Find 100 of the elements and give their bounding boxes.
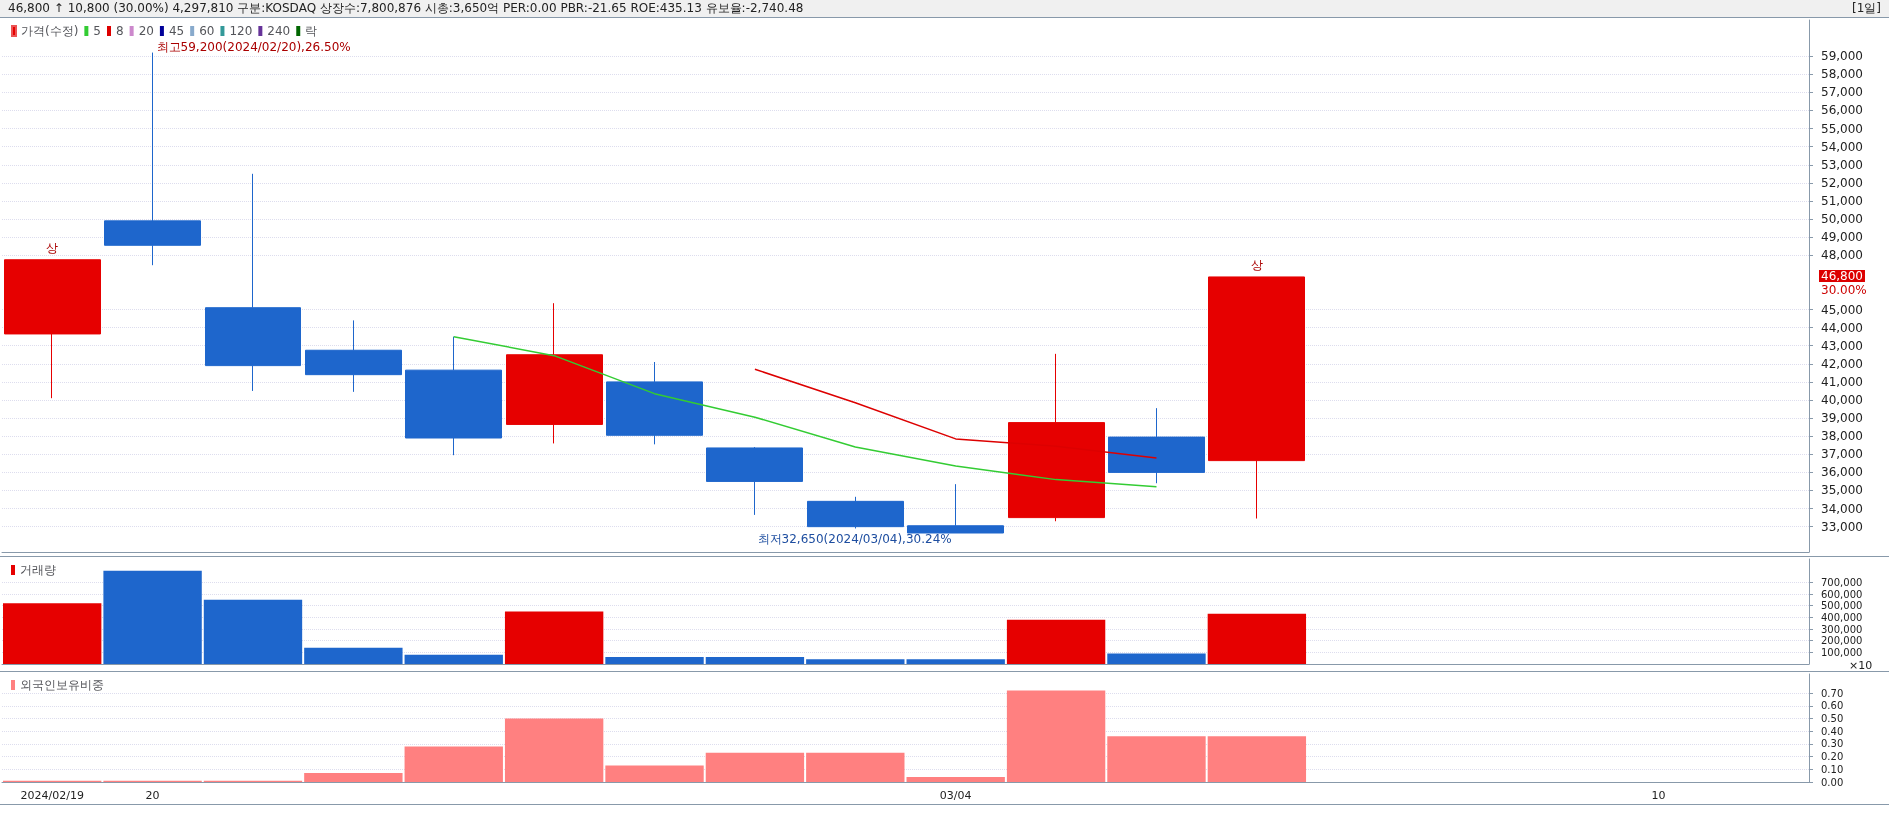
bar	[1107, 653, 1206, 664]
bar	[705, 657, 805, 664]
y-tick-label: 200,000	[1821, 635, 1863, 647]
bar	[906, 659, 1005, 664]
y-tick-label: 52,000	[1821, 175, 1863, 190]
legend-label: 45	[168, 24, 185, 38]
y-tick-label: 55,000	[1821, 121, 1863, 136]
y-tick-label: 54,000	[1821, 139, 1863, 154]
y-tick-label: 49,000	[1821, 230, 1863, 245]
y-tick-label: 34,000	[1821, 501, 1863, 516]
annotation: 최저32,650(2024/03/04),30.24%	[757, 532, 952, 546]
y-tick-label: 0.30	[1821, 738, 1844, 750]
bar	[605, 765, 704, 782]
y-tick-label: 53,000	[1821, 157, 1863, 172]
y-tick-label: 0.00	[1821, 776, 1844, 788]
bar	[504, 611, 604, 664]
y-tick-label: 58,000	[1821, 67, 1863, 82]
x-tick-label: 03/04	[939, 789, 972, 802]
candlestick	[205, 173, 301, 392]
y-tick-label: 57,000	[1821, 85, 1863, 100]
text: 46,800	[1821, 268, 1863, 283]
x-tick-label: 20	[145, 789, 160, 802]
bar	[404, 654, 503, 664]
text: [1일]	[1852, 0, 1881, 17]
y-tick-label: 45,000	[1821, 302, 1863, 317]
candlestick	[807, 496, 904, 529]
y-tick-label: 56,000	[1821, 103, 1863, 118]
candlestick	[4, 259, 101, 399]
y-tick-label: 300,000	[1821, 623, 1863, 635]
y-tick-label: 0.60	[1821, 700, 1844, 712]
candlestick	[1208, 276, 1305, 520]
y-tick-label: 43,000	[1821, 338, 1863, 353]
annotation: 최고59,200(2024/02/20),26.50%	[156, 39, 351, 54]
y-tick-label: 40,000	[1821, 393, 1863, 407]
y-tick-label: 0.20	[1821, 751, 1844, 763]
legend-label: 거래량	[20, 563, 56, 577]
y-tick-label: 0.40	[1821, 725, 1844, 737]
bar	[304, 773, 403, 782]
line-series	[453, 335, 1158, 488]
bar	[1006, 690, 1106, 782]
legend-label: 120	[229, 24, 253, 38]
bar	[504, 718, 604, 782]
candlestick	[606, 361, 703, 445]
y-tick-label: 0.70	[1821, 687, 1844, 699]
candlestick	[104, 52, 201, 266]
bar	[605, 657, 704, 664]
y-tick-label: 41,000	[1821, 374, 1863, 389]
bar	[1006, 619, 1106, 664]
text: 상	[46, 240, 59, 255]
y-axis-title: ×10	[1849, 659, 1873, 672]
candlestick	[305, 319, 402, 393]
y-tick-label: 33,000	[1821, 519, 1863, 534]
y-tick-label: 700,000	[1821, 576, 1863, 588]
y-tick-label: 42,000	[1821, 356, 1863, 371]
y-tick-label: 38,000	[1821, 429, 1863, 444]
y-tick-label: 400,000	[1821, 611, 1863, 623]
bar	[203, 599, 303, 664]
bar	[404, 746, 503, 782]
candlestick	[907, 483, 1004, 534]
y-tick-label: 100,000	[1821, 646, 1863, 658]
legend-label: 60	[199, 24, 215, 38]
y-tick-label: 35,000	[1821, 483, 1863, 498]
y-tick-label: 0.10	[1821, 763, 1844, 775]
legend-label: 8	[116, 24, 124, 38]
chart-title: 46,800 ↑ 10,800 (30.00%) 4,297,810 구분:KOSDAQ 상장수:7,800,876 시총:3,650억 PER:0.00 PBR:-21.65 ROE:435.13 유보율:-2,740.48	[8, 0, 804, 17]
bar	[1207, 613, 1307, 664]
legend-label: 가격(수정)	[21, 24, 79, 38]
legend-label: 20	[138, 24, 154, 38]
bar	[705, 752, 805, 782]
bar	[1207, 736, 1307, 782]
y-tick-label: 36,000	[1821, 465, 1863, 480]
bar	[304, 647, 403, 664]
y-tick-label: 51,000	[1821, 193, 1863, 208]
candlestick	[506, 302, 603, 444]
y-tick-label: 59,000	[1821, 49, 1863, 64]
y-tick-label: 39,000	[1821, 411, 1863, 426]
y-tick-label: 37,000	[1821, 447, 1863, 462]
x-tick-label: 10	[1651, 789, 1666, 802]
text: 상	[1250, 257, 1263, 272]
bar	[806, 659, 905, 664]
bar	[906, 776, 1005, 782]
legend-label: 락	[305, 24, 318, 38]
y-tick-label: 500,000	[1821, 600, 1863, 612]
y-tick-label: 0.50	[1821, 712, 1844, 724]
candlestick	[1108, 407, 1205, 484]
y-tick-label: 50,000	[1821, 212, 1863, 227]
x-tick-label: 2024/02/19	[20, 789, 84, 802]
bar	[806, 752, 905, 782]
candlestick	[706, 446, 803, 516]
bar	[103, 570, 202, 664]
bar	[3, 603, 102, 664]
y-tick-label: 600,000	[1821, 588, 1863, 600]
legend-label: 외국인보유비중	[20, 678, 104, 692]
y-tick-label: 44,000	[1821, 320, 1863, 335]
candlestick	[405, 336, 502, 456]
y-tick-label: 48,000	[1821, 248, 1863, 263]
text: 30.00%	[1821, 282, 1867, 297]
legend-label: 240	[267, 24, 291, 38]
legend-label: 5	[93, 24, 101, 38]
bar	[1107, 736, 1206, 782]
